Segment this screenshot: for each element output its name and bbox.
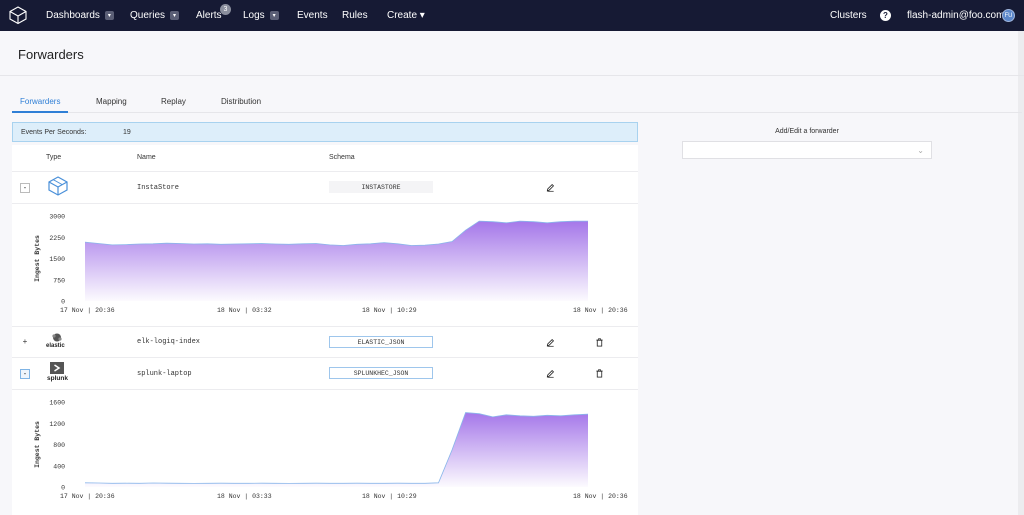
app-logo-icon[interactable]: [8, 5, 28, 25]
eps-label: Events Per Seconds:: [21, 128, 87, 136]
x-tick-label: 18 Nov | 10:29: [362, 307, 417, 314]
schema-badge: SPLUNKHEC_JSON: [329, 367, 433, 379]
header-divider: [0, 75, 1024, 76]
x-tick-label: 18 Nov | 20:36: [573, 307, 628, 314]
eps-value: 19: [123, 128, 131, 136]
series-area: [85, 412, 588, 487]
y-tick-label: 2250: [49, 235, 65, 242]
add-edit-forwarder-title: Add/Edit a forwarder: [775, 128, 839, 135]
nav-queries[interactable]: Queries ▾: [130, 0, 180, 31]
splunk-logo-text: splunk: [47, 375, 68, 382]
splunk-logo-icon: [50, 362, 64, 374]
x-tick-label: 18 Nov | 20:36: [573, 493, 628, 500]
elastic-logo-text: elastic: [46, 343, 65, 349]
ingest-bytes-chart-instastore: 0 750 1500 2250 3000 Ingest Bytes 17 Nov | 20:…: [12, 205, 638, 323]
trash-icon[interactable]: [595, 369, 604, 378]
row-collapse-toggle[interactable]: -: [20, 369, 30, 379]
y-axis-title: Ingest Bytes: [34, 235, 41, 282]
y-tick-label: 0: [61, 485, 65, 492]
y-tick-label: 1200: [49, 421, 65, 428]
edit-icon[interactable]: [546, 369, 555, 378]
nav-alerts[interactable]: Alerts: [196, 10, 222, 21]
x-tick-label: 18 Nov | 03:33: [217, 493, 272, 500]
nav-clusters[interactable]: Clusters: [830, 10, 867, 21]
column-header-schema: Schema: [329, 154, 355, 161]
chevron-down-icon: ▾: [170, 11, 180, 20]
schema-badge: INSTASTORE: [329, 181, 433, 193]
tab-replay[interactable]: Replay: [161, 97, 186, 106]
events-per-second-bar: Events Per Seconds: 19: [12, 122, 638, 142]
tabs-divider: [12, 112, 1022, 113]
y-tick-label: 3000: [49, 214, 65, 221]
column-header-type: Type: [46, 154, 62, 161]
row-divider: [12, 357, 638, 358]
active-tab-indicator: [12, 111, 68, 113]
chevron-down-icon: ⌄: [917, 146, 924, 155]
avatar[interactable]: FU: [1002, 9, 1015, 22]
instastore-logo-icon: [48, 176, 68, 196]
x-tick-label: 17 Nov | 20:36: [60, 493, 115, 500]
series-area: [85, 221, 588, 301]
y-tick-label: 1500: [49, 256, 65, 263]
top-navbar: Dashboards ▾ Queries ▾ Alerts 3 Logs ▾ E…: [0, 0, 1024, 31]
column-header-name: Name: [137, 154, 156, 161]
elastic-logo-icon: [52, 333, 62, 342]
y-tick-label: 0: [61, 299, 65, 306]
y-tick-label: 400: [53, 463, 65, 470]
row-divider: [12, 171, 638, 172]
tab-mapping[interactable]: Mapping: [96, 97, 127, 106]
y-tick-label: 800: [53, 442, 65, 449]
series-line: [84, 412, 589, 484]
forwarder-name: InstaStore: [137, 184, 180, 192]
area-chart: 0 400 800 1200 1600 Ingest Bytes 17 Nov | 20:3…: [34, 400, 628, 501]
help-icon[interactable]: ?: [880, 10, 891, 21]
page-title: Forwarders: [18, 47, 84, 62]
series-line: [84, 220, 588, 246]
nav-create[interactable]: Create ▾: [387, 10, 425, 21]
nav-rules[interactable]: Rules: [342, 10, 368, 21]
row-divider: [12, 389, 638, 390]
trash-icon[interactable]: [595, 338, 604, 347]
ingest-bytes-chart-splunk: 0 400 800 1200 1600 Ingest Bytes 17 Nov | 20:3…: [12, 391, 638, 509]
area-chart: 0 750 1500 2250 3000 Ingest Bytes 17 Nov | 20:…: [34, 214, 628, 315]
forwarder-name: elk-logiq-index: [137, 338, 201, 346]
nav-dashboards[interactable]: Dashboards ▾: [46, 0, 114, 31]
y-tick-label: 1600: [49, 400, 65, 407]
forwarder-type-select[interactable]: ⌄: [682, 141, 932, 159]
y-axis-title: Ingest Bytes: [34, 421, 41, 468]
x-tick-label: 18 Nov | 03:32: [217, 307, 272, 314]
row-divider: [12, 326, 638, 327]
tab-forwarders[interactable]: Forwarders: [20, 97, 61, 106]
chevron-down-icon: ▾: [269, 11, 279, 20]
row-expand-toggle[interactable]: +: [20, 337, 30, 347]
nav-logs[interactable]: Logs ▾: [243, 0, 279, 31]
row-collapse-toggle[interactable]: -: [20, 183, 30, 193]
chevron-down-icon: ▾: [104, 11, 114, 20]
nav-events[interactable]: Events: [297, 10, 328, 21]
forwarder-name: splunk-laptop: [137, 370, 192, 378]
tab-distribution[interactable]: Distribution: [221, 97, 262, 106]
page-scrollbar[interactable]: [1018, 31, 1024, 515]
x-tick-label: 18 Nov | 10:29: [362, 493, 417, 500]
user-menu[interactable]: flash-admin@foo.com: [907, 10, 1005, 21]
row-divider: [12, 203, 638, 204]
alerts-count-badge: 3: [220, 4, 231, 15]
schema-badge: ELASTIC_JSON: [329, 336, 433, 348]
y-tick-label: 750: [53, 277, 65, 284]
edit-icon[interactable]: [546, 183, 555, 192]
x-tick-label: 17 Nov | 20:36: [60, 307, 115, 314]
edit-icon[interactable]: [546, 338, 555, 347]
